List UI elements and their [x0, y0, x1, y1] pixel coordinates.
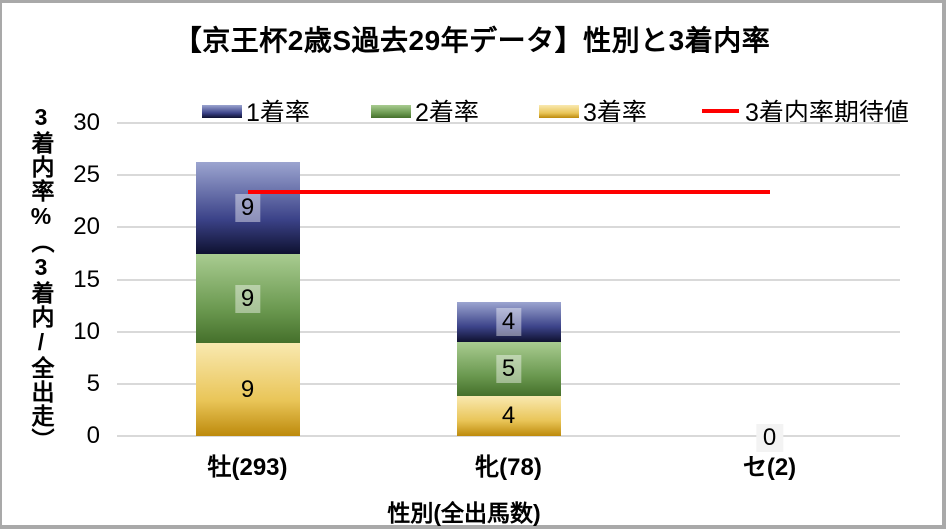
- y-tick-label: 10: [73, 317, 100, 345]
- expected-rate-line: [247, 189, 770, 194]
- legend-swatch-bar-icon: [202, 104, 242, 118]
- y-tick-label: 5: [86, 369, 100, 397]
- zero-data-label: 0: [755, 424, 784, 452]
- bar-segment-label: 9: [234, 194, 261, 223]
- bar-segment-3着率: [456, 395, 561, 436]
- gridline: [117, 122, 900, 124]
- bar-segment-label: 9: [234, 284, 261, 313]
- gridline: [117, 226, 900, 229]
- bar-segment-2着率: [195, 254, 300, 344]
- bar-segment-1着率: [195, 161, 300, 255]
- x-axis-title: 性別(全出馬数): [387, 500, 541, 526]
- gridline: [117, 278, 900, 281]
- y-tick-label: 15: [73, 265, 100, 293]
- legend-swatch-bar-icon: [371, 104, 411, 118]
- bar-segment-label: 9: [240, 375, 255, 403]
- category-label: 牝(78): [475, 454, 542, 481]
- bar-segment-2着率: [456, 342, 561, 396]
- y-tick-label: 20: [73, 213, 100, 241]
- category-label: セ(2): [742, 454, 797, 481]
- bar-segment-1着率: [456, 302, 561, 343]
- legend-swatch-line-icon: [702, 109, 739, 113]
- bar-segment-3着率: [195, 343, 300, 436]
- bar-segment-label: 4: [501, 401, 516, 429]
- bar-segment-label: 5: [495, 355, 522, 384]
- y-tick-label: 25: [73, 161, 100, 189]
- gridline: [117, 174, 900, 177]
- gridline: [117, 435, 900, 437]
- bar-segment-label: 4: [495, 308, 522, 337]
- legend-swatch-bar-icon: [539, 104, 579, 118]
- category-label: 牡(293): [207, 454, 288, 481]
- y-axis-title: 3着内率%（3着内/全出走）: [28, 104, 54, 452]
- y-tick-label: 30: [73, 109, 100, 136]
- chart-title: 【京王杯2歳S過去29年データ】性別と3着内率: [173, 25, 771, 56]
- y-tick-label: 0: [86, 422, 100, 449]
